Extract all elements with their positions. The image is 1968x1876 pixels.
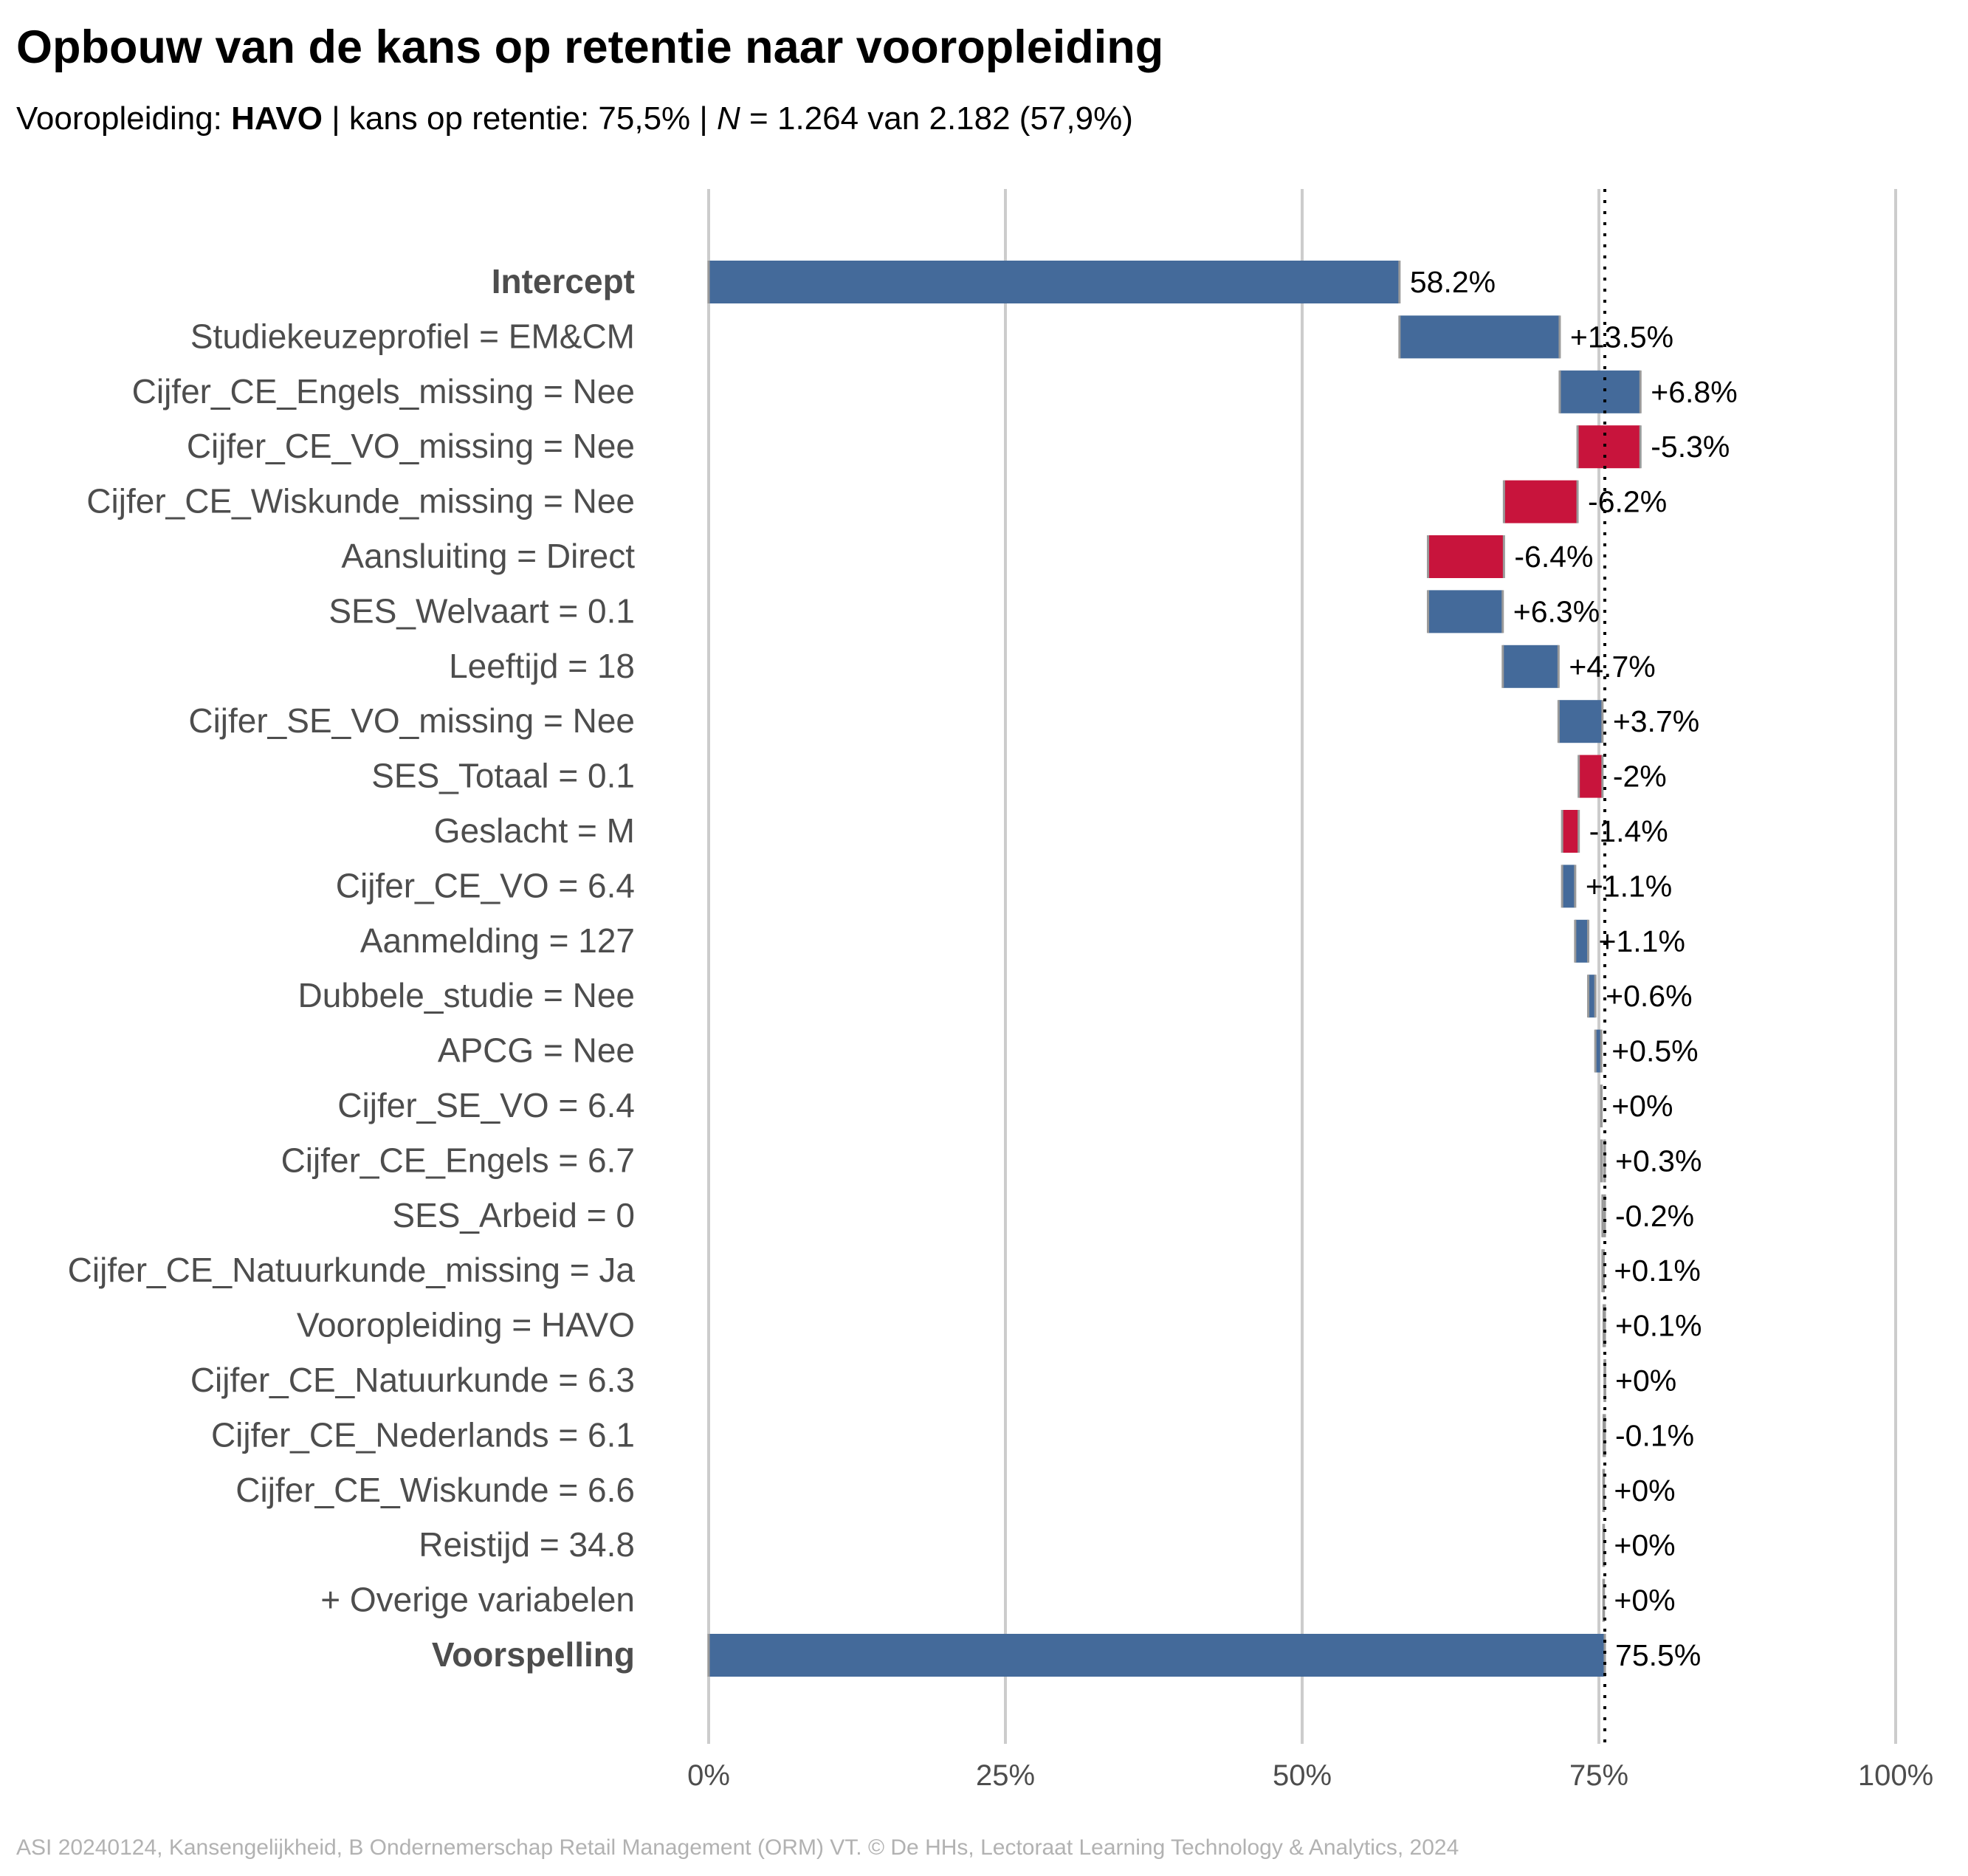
subtitle-group: HAVO	[231, 100, 323, 137]
value-label: +0.1%	[1615, 1309, 1702, 1343]
value-label: -2%	[1613, 760, 1667, 794]
category-label: SES_Totaal = 0.1	[371, 757, 635, 795]
category-label: Geslacht = M	[434, 811, 635, 850]
value-label: +6.8%	[1651, 375, 1737, 409]
bars	[707, 261, 1642, 1677]
x-tick-label: 100%	[1858, 1759, 1933, 1792]
bar	[1588, 975, 1596, 1018]
bar	[1504, 480, 1578, 523]
bar	[1578, 755, 1603, 798]
category-label: Dubbele_studie = Nee	[298, 976, 636, 1014]
value-label: -6.4%	[1514, 540, 1593, 574]
chart-title: Opbouw van de kans op retentie naar voor…	[16, 21, 1164, 73]
category-label: SES_Welvaart = 0.1	[328, 591, 635, 630]
category-label: Vooropleiding = HAVO	[297, 1306, 635, 1344]
value-label: -1.4%	[1589, 814, 1668, 848]
bar	[1428, 590, 1503, 633]
category-label: Intercept	[492, 262, 635, 300]
category-label: Cijfer_CE_Engels_missing = Nee	[132, 372, 635, 410]
value-label: -6.2%	[1588, 485, 1667, 519]
value-label: +0.6%	[1606, 979, 1692, 1013]
value-label: +1.1%	[1599, 924, 1685, 958]
value-label: +0%	[1615, 1364, 1676, 1398]
category-label: Reistijd = 34.8	[419, 1525, 635, 1564]
subtitle-middle: | kans op retentie: 75,5% |	[322, 100, 718, 137]
chart-subtitle: Vooropleiding: HAVO | kans op retentie: …	[16, 100, 1133, 137]
category-label: Cijfer_SE_VO_missing = Nee	[188, 701, 635, 740]
labels: 0% 25% 50% 75% 100% Intercept 58.2% Studiekeuze…	[68, 262, 1933, 1792]
bar	[709, 1634, 1606, 1677]
category-label: Cijfer_SE_VO = 6.4	[337, 1086, 635, 1124]
bar	[1502, 645, 1559, 688]
category-label: Cijfer_CE_Natuurkunde = 6.3	[190, 1361, 635, 1399]
bar	[1559, 370, 1641, 413]
chart-caption: ASI 20240124, Kansengelijkheid, B Ondern…	[16, 1835, 1459, 1860]
value-label: 75.5%	[1615, 1638, 1701, 1672]
category-label: Aansluiting = Direct	[341, 537, 635, 575]
value-label: +13.5%	[1570, 320, 1673, 354]
category-label: APCG = Nee	[438, 1031, 635, 1070]
bar	[1602, 1194, 1606, 1237]
value-label: +0%	[1614, 1528, 1675, 1562]
value-label: +0%	[1611, 1089, 1673, 1123]
value-label: +0.3%	[1615, 1144, 1702, 1178]
category-label: Studiekeuzeprofiel = EM&CM	[190, 317, 635, 355]
category-label: Leeftijd = 18	[449, 647, 635, 685]
value-label: +6.3%	[1513, 594, 1600, 628]
bar	[1575, 919, 1589, 963]
category-label: Cijfer_CE_VO_missing = Nee	[187, 427, 635, 465]
category-label: Voorspelling	[432, 1635, 635, 1674]
value-label: +1.1%	[1586, 869, 1672, 903]
category-label: Cijfer_CE_Natuurkunde_missing = Ja	[68, 1251, 636, 1289]
bar	[1399, 315, 1560, 359]
bar	[1578, 425, 1641, 469]
category-label: Cijfer_CE_Engels = 6.7	[281, 1141, 635, 1179]
x-tick-label: 50%	[1273, 1759, 1332, 1792]
value-label: +0.1%	[1614, 1254, 1700, 1288]
x-tick-label: 25%	[976, 1759, 1035, 1792]
bar	[1558, 700, 1603, 743]
bar	[1428, 535, 1504, 578]
waterfall-chart: 0% 25% 50% 75% 100% Intercept 58.2% Studiekeuze…	[68, 189, 1933, 1792]
bar	[1595, 1029, 1602, 1073]
subtitle-n-symbol: N	[717, 100, 740, 137]
x-tick-label: 0%	[687, 1759, 730, 1792]
category-label: + Overige variabelen	[320, 1581, 635, 1619]
category-label: Aanmelding = 127	[360, 921, 635, 960]
value-label: -0.1%	[1615, 1418, 1694, 1452]
category-label: Cijfer_CE_Wiskunde = 6.6	[235, 1471, 635, 1509]
value-label: 58.2%	[1410, 265, 1496, 299]
value-label: +0%	[1614, 1584, 1675, 1618]
bar	[1562, 865, 1575, 908]
subtitle-suffix: = 1.264 van 2.182 (57,9%)	[740, 100, 1133, 137]
value-label: +3.7%	[1613, 704, 1699, 738]
x-tick-label: 75%	[1569, 1759, 1628, 1792]
value-label: +0.5%	[1611, 1034, 1698, 1068]
subtitle-prefix: Vooropleiding:	[16, 100, 232, 137]
category-label: Cijfer_CE_Nederlands = 6.1	[211, 1415, 635, 1454]
value-label: +4.7%	[1569, 650, 1655, 684]
value-label: +0%	[1614, 1474, 1675, 1508]
category-label: Cijfer_CE_VO = 6.4	[336, 866, 635, 904]
grid-lines	[707, 189, 1897, 1744]
bar	[1562, 810, 1579, 853]
value-label: -0.2%	[1615, 1199, 1694, 1233]
category-label: Cijfer_CE_Wiskunde_missing = Nee	[86, 482, 635, 520]
category-label: SES_Arbeid = 0	[392, 1196, 635, 1234]
bar	[709, 261, 1400, 303]
value-label: -5.3%	[1651, 430, 1730, 464]
bar	[1601, 1139, 1606, 1183]
